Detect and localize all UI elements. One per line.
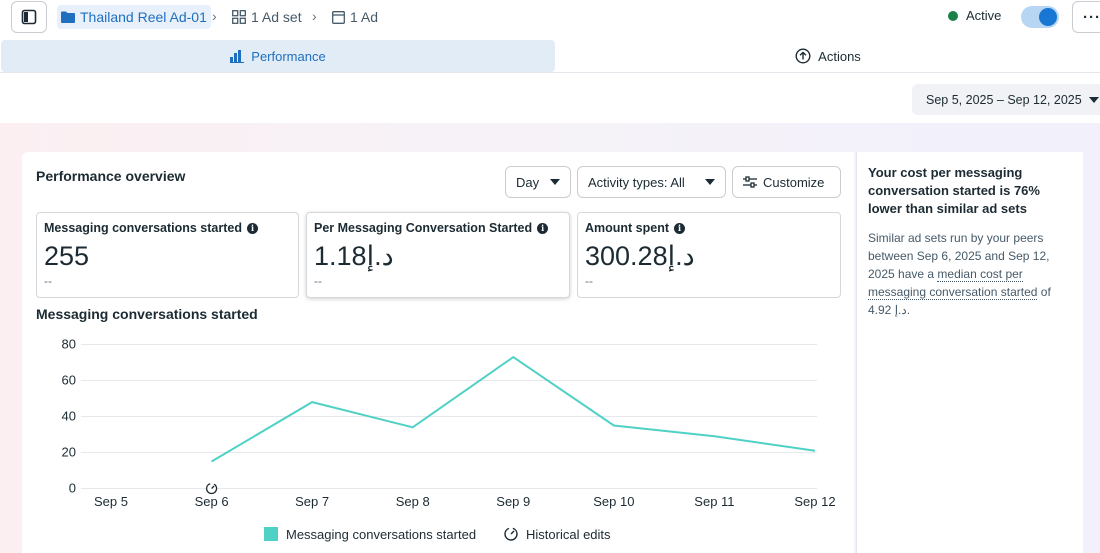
date-range-picker[interactable]: Sep 5, 2025 – Sep 12, 2025 (912, 84, 1100, 115)
x-tick-label: Sep 6 (195, 494, 229, 509)
sidebar-toggle-button[interactable] (11, 1, 47, 33)
breadcrumb-ad-label: 1 Ad (350, 9, 379, 25)
info-icon[interactable]: i (537, 222, 549, 234)
x-tick-label: Sep 9 (496, 494, 530, 509)
x-tick-label: Sep 12 (794, 494, 835, 509)
breadcrumb-ad[interactable]: 1 Ad (332, 5, 378, 29)
activity-types-dropdown[interactable]: Activity types: All (577, 166, 726, 198)
metric-label-row: Per Messaging Conversation Started i (314, 221, 562, 235)
metric-label-row: Messaging conversations started i (44, 221, 291, 235)
info-icon[interactable]: i (246, 222, 258, 234)
y-tick-label: 80 (62, 337, 76, 352)
series-line (211, 355, 816, 463)
tab-actions-label: Actions (818, 48, 861, 64)
y-tick-label: 0 (69, 481, 76, 496)
metric-label: Per Messaging Conversation Started (314, 221, 533, 235)
caret-down-icon (705, 179, 715, 185)
y-tick-label: 20 (62, 445, 76, 460)
more-icon: ··· (1083, 8, 1100, 26)
bar-chart-icon (230, 49, 245, 63)
metric-comparison: -- (585, 274, 593, 288)
insight-title: Your cost per messaging conversation sta… (868, 165, 1040, 216)
performance-overview-card: Performance overview Day Activity types:… (22, 152, 854, 553)
folder-icon (61, 11, 75, 23)
status-label: Active (966, 8, 1002, 23)
customize-button[interactable]: Customize (732, 166, 841, 198)
breadcrumb-ad-set[interactable]: 1 Ad set (232, 5, 302, 29)
y-tick-label: 40 (62, 409, 76, 424)
breadcrumb-ad-set-label: 1 Ad set (251, 9, 302, 25)
metric-comparison: -- (314, 274, 322, 288)
ad-icon (332, 10, 345, 24)
chevron-right-icon: › (312, 8, 317, 24)
tab-actions[interactable]: Actions (556, 40, 1100, 72)
breadcrumb-campaign[interactable]: Thailand Reel Ad-01 (57, 5, 211, 29)
tab-performance-label: Performance (251, 48, 326, 64)
granularity-label: Day (516, 174, 540, 190)
breadcrumb-campaign-label: Thailand Reel Ad-01 (80, 9, 207, 25)
status-indicator: Active (948, 8, 1001, 23)
insight-text: Similar ad sets run by your peers betwee… (868, 231, 1050, 281)
settings-sliders-icon (743, 176, 757, 188)
toggle-knob (1039, 8, 1057, 26)
x-tick-label: Sep 11 (694, 494, 734, 509)
insight-panel: Your cost per messaging conversation sta… (856, 152, 1083, 553)
x-tick-label: Sep 7 (295, 494, 329, 509)
more-options-button[interactable]: ··· (1072, 1, 1100, 33)
metric-value: 255 (44, 241, 90, 271)
arrow-up-circle-icon (795, 48, 811, 64)
metric-card-cost-per-conversation[interactable]: Per Messaging Conversation Started i 1.1… (306, 212, 570, 298)
metric-label: Messaging conversations started (44, 221, 242, 235)
metric-card-conversations[interactable]: Messaging conversations started i 255 -- (36, 212, 299, 298)
caret-down-icon (550, 179, 560, 185)
grid-icon (232, 10, 246, 24)
caret-down-icon (1089, 93, 1099, 107)
info-icon[interactable]: i (674, 222, 686, 234)
legend-label: Messaging conversations started (286, 527, 476, 542)
card-title: Performance overview (36, 168, 186, 184)
activity-types-label: Activity types: All (588, 174, 685, 190)
metric-label-row: Amount spent i (585, 221, 833, 235)
granularity-dropdown[interactable]: Day (505, 166, 571, 198)
sidebar-icon (21, 9, 37, 25)
metric-value: 300.28د.إ (585, 241, 695, 271)
y-tick-label: 60 (62, 373, 76, 388)
chart-title: Messaging conversations started (36, 306, 258, 322)
legend-swatch (264, 527, 278, 541)
historical-edit-icon (205, 482, 218, 495)
metric-value: 1.18د.إ (314, 241, 394, 271)
insight-link[interactable]: median cost per messaging conversation s… (868, 267, 1038, 300)
active-toggle[interactable] (1021, 6, 1059, 28)
customize-label: Customize (763, 174, 825, 190)
line-chart: 0 20 40 60 80 Sep 5 Sep 6 Sep 7 Sep 8 Sep 9 Sep 10… (62, 337, 836, 543)
x-tick-label: Sep 8 (396, 494, 430, 509)
tab-performance[interactable]: Performance (1, 40, 555, 72)
x-tick-label: Sep 10 (593, 494, 634, 509)
status-dot (948, 10, 958, 21)
chevron-right-icon: › (212, 8, 217, 24)
insight-body: Similar ad sets run by your peers betwee… (868, 229, 1072, 319)
top-bar: Thailand Reel Ad-01 › 1 Ad set › 1 Ad Ac… (0, 0, 1100, 36)
metric-card-amount-spent[interactable]: Amount spent i 300.28د.إ -- (577, 212, 841, 298)
metric-comparison: -- (44, 274, 52, 288)
legend-label: Historical edits (526, 527, 611, 542)
metric-label: Amount spent (585, 221, 670, 235)
x-tick-label: Sep 5 (94, 494, 128, 509)
date-range-label: Sep 5, 2025 – Sep 12, 2025 (926, 92, 1082, 107)
view-tabs: Performance Actions (0, 40, 1100, 73)
historical-edit-icon (504, 527, 518, 541)
insight-text: of 4.92 د.إ. (868, 285, 1051, 317)
